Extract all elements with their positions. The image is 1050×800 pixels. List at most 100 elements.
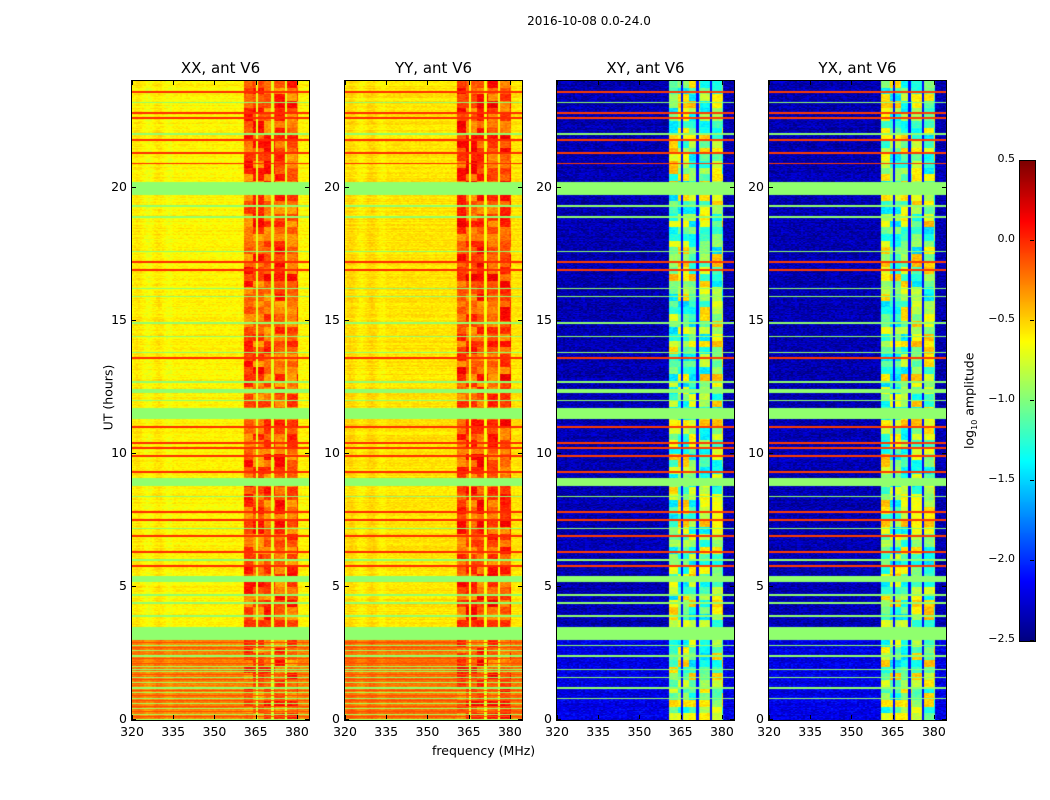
x-tick-label: 350	[839, 724, 864, 739]
x-tick-mark	[598, 715, 600, 719]
y-tick-mark	[730, 719, 734, 720]
y-tick-mark	[730, 452, 734, 454]
colorbar-tick-label: −2.0	[988, 552, 1015, 565]
colorbar-label-main: log	[961, 429, 977, 449]
y-tick-label: 15	[111, 311, 127, 327]
y-tick-mark	[557, 452, 561, 454]
x-tick-mark	[386, 715, 388, 719]
y-tick-mark	[769, 186, 773, 188]
y-tick-mark	[518, 319, 522, 321]
y-tick-label: 10	[536, 444, 552, 460]
y-tick-label: 0	[332, 711, 340, 726]
heatmap-panel-xy: XY, ant V6	[556, 59, 735, 721]
x-tick-mark	[933, 715, 935, 719]
y-tick-label: 20	[111, 178, 127, 194]
colorbar-label-rest: amplitude	[961, 352, 977, 420]
y-tick-mark	[132, 186, 136, 188]
x-tick-mark	[851, 715, 853, 719]
colorbar-tick-label: −0.5	[988, 312, 1015, 325]
x-tick-mark	[132, 81, 133, 85]
y-tick-mark	[730, 319, 734, 321]
y-tick-mark	[769, 585, 773, 587]
x-tick-mark	[810, 81, 812, 85]
y-tick-mark	[132, 719, 136, 720]
x-tick-label: 365	[243, 724, 268, 739]
y-tick-mark	[345, 186, 349, 188]
x-tick-mark	[296, 81, 298, 85]
colorbar-tick-mark	[1030, 560, 1034, 561]
x-tick-label: 380	[284, 724, 309, 739]
colorbar-tick-mark	[1030, 240, 1034, 241]
y-tick-mark	[305, 186, 309, 188]
y-tick-mark	[345, 319, 349, 321]
colorbar-tick-label: 0.5	[997, 152, 1016, 165]
colorbar-tick-mark	[1030, 160, 1034, 161]
y-tick-mark	[305, 319, 309, 321]
x-tick-label: 335	[798, 724, 823, 739]
y-tick-mark	[345, 585, 349, 587]
panel-title: XX, ant V6	[180, 59, 261, 77]
y-tick-mark	[518, 585, 522, 587]
figure-title: 2016-10-08 0.0-24.0	[527, 14, 651, 28]
y-tick-mark	[730, 186, 734, 188]
y-tick-mark	[942, 585, 946, 587]
x-tick-label: 335	[161, 724, 186, 739]
y-tick-label: 5	[332, 577, 340, 593]
y-tick-mark	[769, 452, 773, 454]
y-tick-mark	[942, 186, 946, 188]
x-tick-label: 320	[333, 724, 357, 739]
y-tick-mark	[345, 452, 349, 454]
y-tick-mark	[557, 719, 561, 720]
x-tick-mark	[598, 81, 600, 85]
x-tick-mark	[639, 715, 641, 719]
y-tick-mark	[305, 585, 309, 587]
x-tick-label: 350	[627, 724, 652, 739]
heatmap-image	[132, 81, 309, 720]
colorbar-tick-mark	[1030, 400, 1034, 401]
y-tick-mark	[132, 452, 136, 454]
x-tick-mark	[345, 715, 346, 719]
y-tick-mark	[769, 719, 773, 720]
x-tick-mark	[680, 81, 682, 85]
x-tick-mark	[933, 81, 935, 85]
x-tick-label: 350	[202, 724, 227, 739]
y-tick-label: 20	[324, 178, 340, 194]
y-tick-mark	[345, 719, 349, 720]
x-tick-mark	[296, 715, 298, 719]
x-tick-label: 335	[586, 724, 611, 739]
y-tick-label: 20	[748, 178, 764, 194]
x-tick-mark	[721, 81, 723, 85]
y-tick-label: 0	[544, 711, 552, 726]
x-tick-mark	[509, 81, 511, 85]
x-tick-label: 350	[415, 724, 440, 739]
x-tick-mark	[769, 81, 770, 85]
x-tick-mark	[810, 715, 812, 719]
y-axis-label: UT (hours)	[100, 364, 116, 431]
x-tick-mark	[509, 715, 511, 719]
panel-title: XY, ant V6	[606, 59, 685, 77]
y-tick-mark	[557, 585, 561, 587]
x-tick-mark	[468, 81, 470, 85]
y-tick-label: 20	[536, 178, 552, 194]
colorbar-gradient	[1020, 161, 1035, 641]
heatmap-image	[345, 81, 522, 720]
y-tick-mark	[730, 585, 734, 587]
x-tick-mark	[639, 81, 641, 85]
panel-title: YY, ant V6	[394, 59, 472, 77]
colorbar-tick-mark	[1030, 320, 1034, 321]
x-tick-mark	[468, 715, 470, 719]
colorbar-tick-label: −2.5	[988, 632, 1015, 645]
y-tick-label: 10	[324, 444, 340, 460]
y-tick-mark	[518, 186, 522, 188]
y-tick-label: 15	[536, 311, 552, 327]
colorbar-tick-label: 0.0	[997, 232, 1016, 245]
y-tick-mark	[557, 186, 561, 188]
y-tick-mark	[942, 319, 946, 321]
colorbar-label: log10 amplitude	[961, 351, 979, 451]
y-tick-label: 15	[748, 311, 764, 327]
heatmap-image	[557, 81, 734, 720]
y-tick-mark	[942, 452, 946, 454]
y-tick-mark	[557, 319, 561, 321]
y-tick-label: 15	[324, 311, 340, 327]
x-tick-label: 365	[668, 724, 693, 739]
